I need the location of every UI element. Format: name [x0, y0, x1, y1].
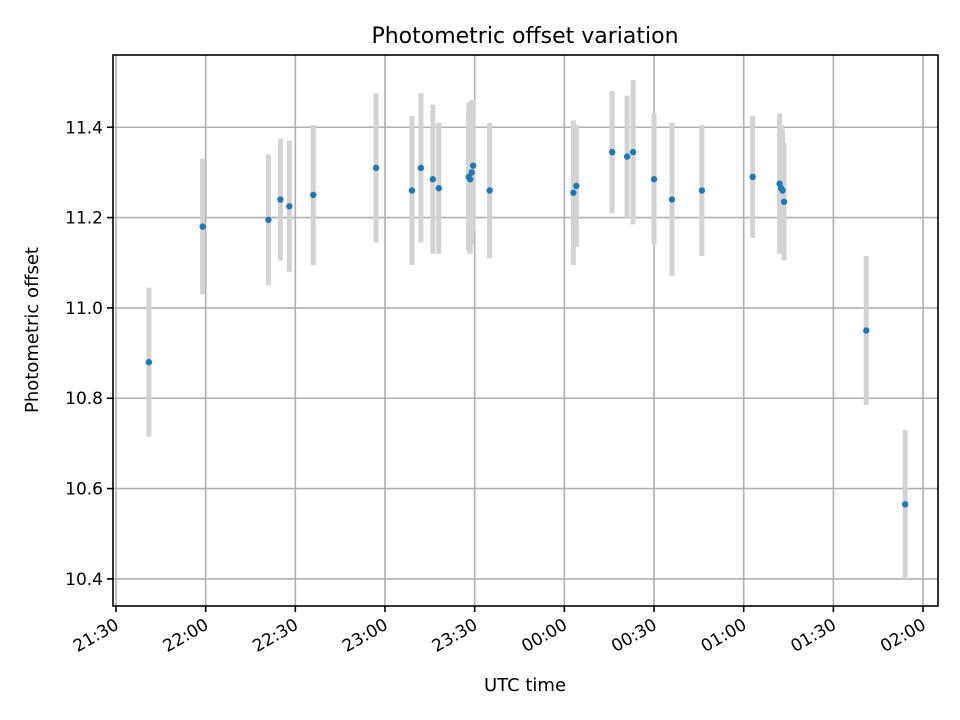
- x-axis-ticks: 21:30 22:00 22:30 23:00 23:30 00:00 00:30 01:00…: [70, 606, 930, 657]
- data-point: [608, 148, 616, 156]
- data-point: [486, 187, 493, 194]
- y-tick-label: 10.8: [65, 389, 103, 409]
- x-tick-label: 22:00: [160, 615, 212, 657]
- x-tick-label: 01:30: [787, 615, 839, 657]
- grid-lines: [113, 55, 938, 606]
- data-point: [145, 358, 153, 366]
- data-point: [277, 196, 284, 203]
- data-point: [780, 198, 788, 205]
- x-tick-label: 23:30: [429, 615, 481, 657]
- data-point: [372, 164, 380, 172]
- y-tick-label: 11.2: [65, 209, 103, 229]
- data-point: [901, 501, 909, 508]
- x-tick-label: 02:00: [877, 615, 929, 657]
- data-point: [467, 176, 474, 183]
- chart-title: Photometric offset variation: [371, 24, 678, 49]
- x-tick-label: 23:00: [339, 615, 391, 657]
- data-point: [265, 216, 272, 224]
- data-points: [145, 148, 909, 508]
- data-point: [698, 187, 706, 194]
- error-bars: [146, 79, 908, 579]
- data-point: [749, 173, 756, 181]
- x-tick-label: 21:30: [70, 615, 122, 657]
- data-point: [779, 187, 786, 194]
- data-point: [623, 153, 631, 160]
- data-point: [199, 223, 206, 230]
- data-point: [629, 148, 637, 156]
- data-point: [668, 196, 676, 203]
- data-point: [286, 203, 293, 210]
- data-point: [435, 185, 443, 192]
- data-point: [417, 164, 425, 172]
- y-tick-label: 10.6: [65, 480, 103, 500]
- data-point: [310, 191, 317, 199]
- y-tick-label: 11.4: [65, 118, 103, 138]
- y-axis-label: Photometric offset: [22, 247, 43, 413]
- y-tick-label: 11.0: [65, 299, 103, 319]
- data-point: [650, 176, 658, 183]
- y-axis-ticks: 10.4 10.6 10.8 11.0 11.2 11.4: [65, 118, 113, 590]
- plot-frame: [112, 54, 939, 607]
- data-point: [469, 162, 477, 169]
- data-point: [468, 169, 475, 176]
- x-tick-label: 01:00: [698, 615, 750, 657]
- data-point: [573, 182, 580, 190]
- data-point: [570, 189, 577, 196]
- data-point: [863, 327, 870, 334]
- x-tick-label: 22:30: [249, 615, 301, 657]
- data-point: [408, 187, 416, 194]
- x-tick-label: 00:00: [518, 615, 570, 657]
- data-point: [429, 176, 437, 183]
- x-tick-label: 00:30: [608, 615, 660, 657]
- x-axis-label: UTC time: [484, 675, 566, 696]
- y-tick-label: 10.4: [65, 570, 103, 590]
